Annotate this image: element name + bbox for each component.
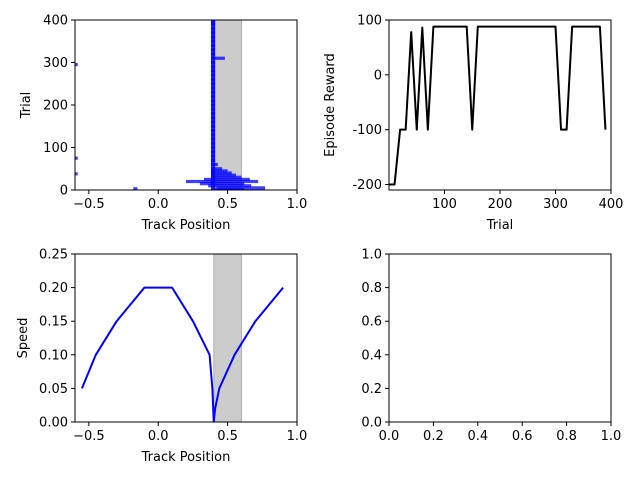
x-tick-label: 0.0 bbox=[379, 429, 400, 444]
y-tick-label: 0 bbox=[374, 68, 382, 83]
axes-frame bbox=[74, 19, 298, 191]
y-tick-label: 300 bbox=[43, 56, 68, 71]
trial-segment bbox=[208, 184, 252, 188]
axes-frame bbox=[388, 253, 612, 423]
trial-segment bbox=[133, 187, 138, 190]
x-tick-label: 1.0 bbox=[287, 429, 308, 444]
trial-band bbox=[210, 20, 216, 190]
y-tick-label: 0.6 bbox=[361, 315, 382, 330]
x-tick-label: 0.4 bbox=[467, 429, 488, 444]
trial-segment bbox=[204, 177, 250, 181]
y-tick-label: 100 bbox=[43, 141, 68, 156]
y-tick-label: 0 bbox=[60, 184, 68, 199]
y-tick-label: 0.0 bbox=[361, 416, 382, 431]
x-tick-label: 0.5 bbox=[217, 429, 238, 444]
trial-segment bbox=[75, 63, 78, 67]
y-tick-label: -100 bbox=[352, 123, 382, 138]
trial-segment bbox=[210, 173, 236, 177]
plot-area bbox=[81, 254, 284, 422]
y-tick-label: 1.0 bbox=[361, 248, 382, 263]
trial-segment bbox=[210, 175, 242, 179]
x-tick-label: 0.8 bbox=[556, 429, 577, 444]
chart-panel-2: 100 200 300 400 -200 -100 0 100 Trial Episode Rew… bbox=[323, 14, 623, 234]
trial-segment bbox=[210, 167, 223, 171]
chart-panel-1: −0.5 0.0 0.5 1.0 0 100 200 300 400 Track Position… bbox=[19, 14, 307, 234]
x-tick-label: 1.0 bbox=[601, 429, 622, 444]
x-tick-label: 0.5 bbox=[217, 197, 238, 212]
y-axis-label: Speed bbox=[16, 318, 31, 359]
y-tick-label: 0.10 bbox=[39, 348, 68, 363]
x-tick-label: −0.5 bbox=[73, 429, 105, 444]
x-axis-label: Trial bbox=[486, 218, 514, 233]
trial-segment bbox=[210, 169, 228, 173]
axes-frame bbox=[74, 253, 298, 423]
y-tick-label: 200 bbox=[43, 99, 68, 114]
x-tick-label: 1.0 bbox=[287, 197, 308, 212]
y-tick-label: 0.20 bbox=[39, 281, 68, 296]
y-tick-label: 0.8 bbox=[361, 281, 382, 296]
y-tick-label: 0.00 bbox=[39, 416, 68, 431]
y-tick-label: -200 bbox=[352, 178, 382, 193]
y-tick-label: 0.25 bbox=[39, 248, 68, 263]
plot-area bbox=[75, 20, 266, 190]
chart-panel-4: 0.0 0.2 0.4 0.6 0.8 1.0 0.0 0.2 0.4 0.6 0.8 1.0 bbox=[361, 248, 621, 445]
x-tick-label: 300 bbox=[543, 197, 568, 212]
y-tick-label: 0.4 bbox=[361, 348, 382, 363]
x-axis-label: Track Position bbox=[141, 450, 231, 465]
trial-segment bbox=[213, 187, 245, 190]
y-tick-label: 0.05 bbox=[39, 382, 68, 397]
y-tick-label: 0.2 bbox=[361, 382, 382, 397]
series-line bbox=[389, 25, 607, 186]
x-tick-label: 0.2 bbox=[423, 429, 444, 444]
chart-panel-3: −0.5 0.0 0.5 1.0 0.00 0.05 0.10 0.15 0.20 0.25 Tra… bbox=[16, 248, 307, 466]
y-axis-label: Trial bbox=[19, 92, 34, 120]
x-tick-label: 0.0 bbox=[148, 197, 169, 212]
x-tick-label: 200 bbox=[488, 197, 513, 212]
series-line bbox=[81, 286, 284, 422]
y-axis-label: Episode Reward bbox=[323, 53, 338, 157]
trial-segment bbox=[199, 182, 245, 186]
trial-segment bbox=[210, 171, 232, 175]
trial-segment bbox=[210, 56, 225, 60]
y-tick-label: 400 bbox=[43, 14, 68, 29]
x-tick-label: 0.0 bbox=[148, 429, 169, 444]
x-tick-label: −0.5 bbox=[73, 197, 105, 212]
trial-segment bbox=[186, 179, 259, 184]
y-tick-label: 0.15 bbox=[39, 315, 68, 330]
x-tick-label: 100 bbox=[432, 197, 457, 212]
trial-segment bbox=[75, 156, 78, 160]
x-tick-label: 400 bbox=[599, 197, 624, 212]
x-axis-label: Track Position bbox=[141, 218, 231, 233]
plot-area bbox=[389, 25, 607, 186]
trial-segment bbox=[75, 172, 78, 176]
y-tick-label: 100 bbox=[357, 14, 382, 29]
x-tick-label: 0.6 bbox=[512, 429, 533, 444]
trial-segment bbox=[216, 186, 266, 190]
